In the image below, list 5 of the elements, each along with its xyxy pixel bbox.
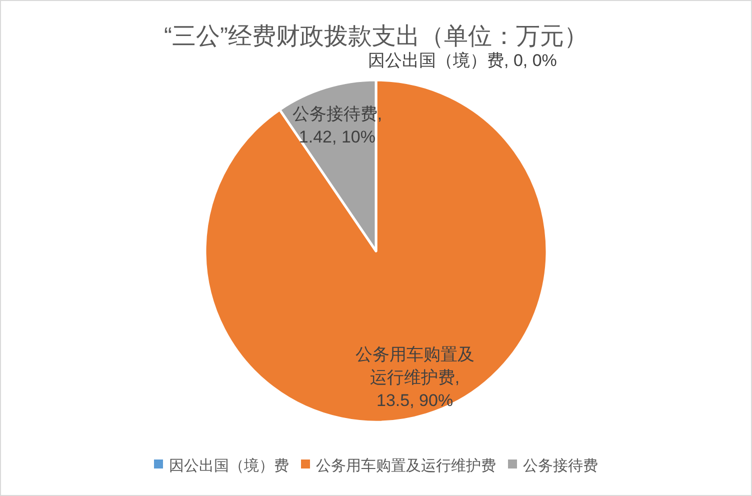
legend-label: 公务接待费	[523, 457, 598, 474]
title: “三公”经费财政拨款支出（单位：万元）	[164, 23, 588, 50]
legend-label: 公务用车购置及运行维护费	[316, 457, 496, 474]
legend: 因公出国（境）费 公务用车购置及运行维护费 公务接待费	[154, 457, 598, 474]
legend-label: 因公出国（境）费	[169, 457, 289, 474]
